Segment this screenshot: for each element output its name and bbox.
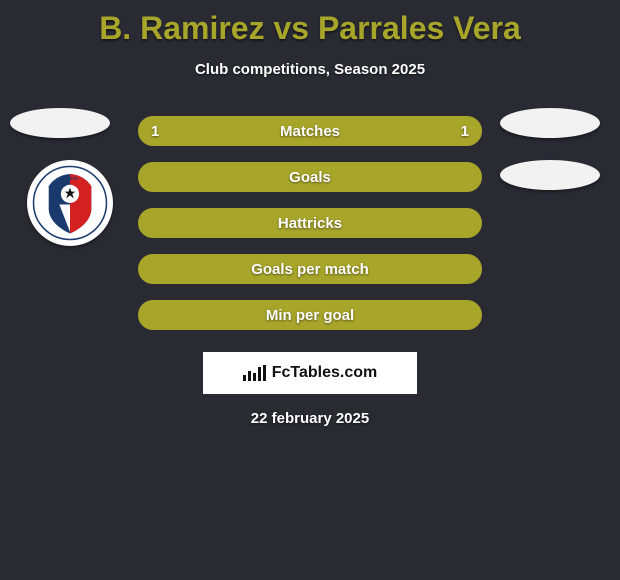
stat-label: Min per goal bbox=[266, 307, 354, 324]
stat-pill: Min per goal bbox=[138, 300, 482, 330]
stat-right-value: 1 bbox=[461, 123, 469, 140]
stat-pill: Goals per match bbox=[138, 254, 482, 284]
stat-row-hattricks: Hattricks bbox=[0, 200, 620, 246]
branding[interactable]: FcTables.com bbox=[203, 352, 417, 394]
stat-row-min-per-goal: Min per goal bbox=[0, 292, 620, 338]
stat-label: Goals per match bbox=[251, 261, 369, 278]
stats-section: MANTA 1 Matches 1 Goals Hattricks Goals … bbox=[0, 108, 620, 427]
stat-row-goals: Goals bbox=[0, 154, 620, 200]
stat-label: Hattricks bbox=[278, 215, 342, 232]
stat-pill: Hattricks bbox=[138, 208, 482, 238]
page-title: B. Ramirez vs Parrales Vera bbox=[0, 0, 620, 47]
stat-left-value: 1 bbox=[151, 123, 159, 140]
subtitle: Club competitions, Season 2025 bbox=[0, 47, 620, 78]
stat-label: Goals bbox=[289, 169, 331, 186]
stat-pill: Goals bbox=[138, 162, 482, 192]
stat-row-matches: 1 Matches 1 bbox=[0, 108, 620, 154]
date-line: 22 february 2025 bbox=[0, 394, 620, 427]
stat-pill: 1 Matches 1 bbox=[138, 116, 482, 146]
chart-icon bbox=[243, 365, 266, 381]
branding-text: FcTables.com bbox=[272, 364, 378, 382]
stat-row-goals-per-match: Goals per match bbox=[0, 246, 620, 292]
stat-label: Matches bbox=[280, 123, 340, 140]
